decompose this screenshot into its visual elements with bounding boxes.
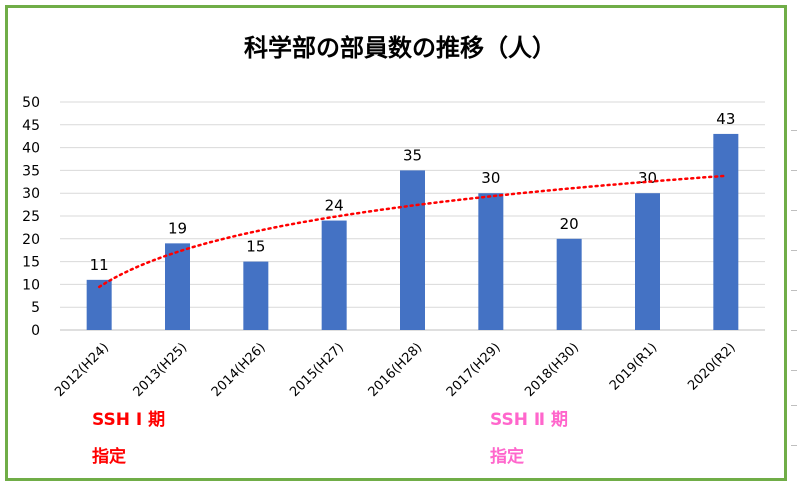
x-tick-label: 2017(H29) bbox=[444, 340, 504, 400]
ssh-phase1-designation: 指定 bbox=[92, 447, 126, 467]
x-tick-label: 2019(R1) bbox=[607, 340, 660, 393]
edge-tick-mark bbox=[791, 130, 797, 131]
x-tick-label: 2013(H25) bbox=[131, 340, 191, 400]
edge-tick-mark bbox=[791, 370, 797, 371]
y-tick-label: 0 bbox=[31, 323, 40, 339]
bar bbox=[713, 133, 739, 330]
bar bbox=[86, 279, 112, 330]
data-label: 19 bbox=[168, 219, 187, 237]
y-tick-label: 45 bbox=[22, 118, 40, 134]
y-tick-label: 20 bbox=[22, 232, 40, 248]
bar bbox=[556, 238, 582, 330]
edge-tick-mark bbox=[791, 170, 797, 171]
y-tick-label: 40 bbox=[22, 141, 40, 157]
data-label: 20 bbox=[560, 215, 579, 233]
bar bbox=[243, 261, 269, 330]
y-tick-label: 10 bbox=[22, 277, 40, 293]
x-tick-label: 2016(H28) bbox=[366, 340, 426, 400]
edge-tick-mark bbox=[791, 290, 797, 291]
y-tick-label: 25 bbox=[22, 209, 40, 225]
ssh-phase1-label: SSH Ⅰ 期 bbox=[92, 410, 166, 430]
bar bbox=[321, 220, 347, 330]
data-label: 30 bbox=[638, 169, 657, 187]
bar bbox=[478, 193, 504, 330]
y-tick-label: 35 bbox=[22, 163, 40, 179]
edge-tick-mark bbox=[791, 445, 797, 446]
y-tick-label: 15 bbox=[22, 255, 40, 271]
x-tick-label: 2018(H30) bbox=[522, 340, 582, 400]
data-label: 15 bbox=[246, 238, 265, 256]
y-tick-label: 30 bbox=[22, 186, 40, 202]
data-label: 30 bbox=[481, 169, 500, 187]
data-label: 11 bbox=[90, 256, 109, 274]
edge-tick-mark bbox=[791, 405, 797, 406]
x-tick-label: 2015(H27) bbox=[287, 340, 347, 400]
data-label: 43 bbox=[716, 110, 735, 128]
data-label: 35 bbox=[403, 146, 422, 164]
bar bbox=[400, 170, 425, 330]
ssh-phase2-label: SSH Ⅱ 期 bbox=[490, 410, 568, 430]
bar bbox=[165, 243, 190, 330]
trendline bbox=[97, 174, 728, 289]
bar bbox=[635, 193, 660, 330]
x-tick-label: 2020(R2) bbox=[685, 340, 738, 393]
x-tick-label: 2014(H26) bbox=[209, 340, 269, 400]
x-tick-label: 2012(H24) bbox=[52, 340, 112, 400]
edge-tick-mark bbox=[791, 330, 797, 331]
edge-tick-mark bbox=[791, 210, 797, 211]
ssh-phase2-designation: 指定 bbox=[490, 447, 524, 467]
edge-tick-mark bbox=[791, 250, 797, 251]
y-tick-label: 5 bbox=[31, 300, 40, 316]
chart-title: 科学部の部員数の推移（人） bbox=[244, 34, 556, 62]
y-tick-label: 50 bbox=[22, 95, 40, 111]
data-label: 24 bbox=[325, 197, 344, 215]
